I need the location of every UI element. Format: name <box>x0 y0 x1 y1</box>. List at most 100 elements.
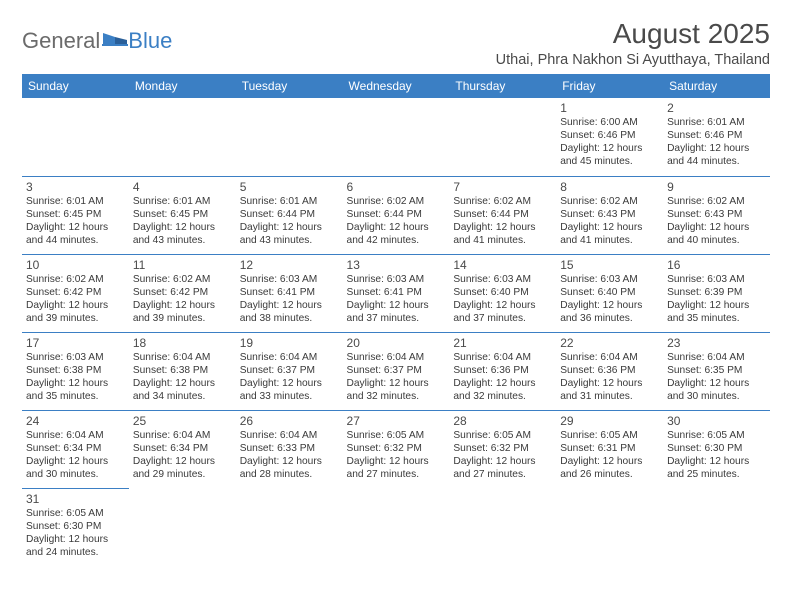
day-info: Sunrise: 6:04 AMSunset: 6:34 PMDaylight:… <box>26 429 125 481</box>
day-number: 3 <box>26 180 125 194</box>
day-number: 13 <box>347 258 446 272</box>
calendar-cell: 21Sunrise: 6:04 AMSunset: 6:36 PMDayligh… <box>449 332 556 410</box>
day-info: Sunrise: 6:01 AMSunset: 6:44 PMDaylight:… <box>240 195 339 247</box>
day-info: Sunrise: 6:01 AMSunset: 6:45 PMDaylight:… <box>26 195 125 247</box>
calendar-cell: 11Sunrise: 6:02 AMSunset: 6:42 PMDayligh… <box>129 254 236 332</box>
calendar-cell: 12Sunrise: 6:03 AMSunset: 6:41 PMDayligh… <box>236 254 343 332</box>
calendar-cell: 5Sunrise: 6:01 AMSunset: 6:44 PMDaylight… <box>236 176 343 254</box>
day-number: 8 <box>560 180 659 194</box>
day-info: Sunrise: 6:01 AMSunset: 6:46 PMDaylight:… <box>667 116 766 168</box>
calendar-cell: 4Sunrise: 6:01 AMSunset: 6:45 PMDaylight… <box>129 176 236 254</box>
day-info: Sunrise: 6:01 AMSunset: 6:45 PMDaylight:… <box>133 195 232 247</box>
day-number: 2 <box>667 101 766 115</box>
calendar-cell: 13Sunrise: 6:03 AMSunset: 6:41 PMDayligh… <box>343 254 450 332</box>
day-number: 6 <box>347 180 446 194</box>
calendar-cell: 10Sunrise: 6:02 AMSunset: 6:42 PMDayligh… <box>22 254 129 332</box>
calendar-cell: 7Sunrise: 6:02 AMSunset: 6:44 PMDaylight… <box>449 176 556 254</box>
calendar-cell: 27Sunrise: 6:05 AMSunset: 6:32 PMDayligh… <box>343 410 450 488</box>
day-info: Sunrise: 6:04 AMSunset: 6:36 PMDaylight:… <box>453 351 552 403</box>
calendar-cell: 8Sunrise: 6:02 AMSunset: 6:43 PMDaylight… <box>556 176 663 254</box>
calendar-cell: 29Sunrise: 6:05 AMSunset: 6:31 PMDayligh… <box>556 410 663 488</box>
weekday-header: Wednesday <box>343 74 450 98</box>
brand-part1: General <box>22 28 100 54</box>
day-info: Sunrise: 6:04 AMSunset: 6:37 PMDaylight:… <box>240 351 339 403</box>
weekday-header: Thursday <box>449 74 556 98</box>
day-number: 23 <box>667 336 766 350</box>
calendar-cell <box>129 488 236 566</box>
day-number: 21 <box>453 336 552 350</box>
weekday-header: Friday <box>556 74 663 98</box>
day-number: 1 <box>560 101 659 115</box>
day-info: Sunrise: 6:02 AMSunset: 6:42 PMDaylight:… <box>26 273 125 325</box>
day-number: 31 <box>26 492 125 506</box>
day-number: 12 <box>240 258 339 272</box>
day-info: Sunrise: 6:04 AMSunset: 6:38 PMDaylight:… <box>133 351 232 403</box>
calendar-row: 24Sunrise: 6:04 AMSunset: 6:34 PMDayligh… <box>22 410 770 488</box>
day-number: 20 <box>347 336 446 350</box>
calendar-cell: 1Sunrise: 6:00 AMSunset: 6:46 PMDaylight… <box>556 98 663 176</box>
day-number: 7 <box>453 180 552 194</box>
day-info: Sunrise: 6:02 AMSunset: 6:42 PMDaylight:… <box>133 273 232 325</box>
day-number: 30 <box>667 414 766 428</box>
calendar-row: 1Sunrise: 6:00 AMSunset: 6:46 PMDaylight… <box>22 98 770 176</box>
day-number: 11 <box>133 258 232 272</box>
calendar-cell: 18Sunrise: 6:04 AMSunset: 6:38 PMDayligh… <box>129 332 236 410</box>
calendar-table: SundayMondayTuesdayWednesdayThursdayFrid… <box>22 74 770 566</box>
day-info: Sunrise: 6:03 AMSunset: 6:41 PMDaylight:… <box>240 273 339 325</box>
day-info: Sunrise: 6:05 AMSunset: 6:31 PMDaylight:… <box>560 429 659 481</box>
calendar-row: 17Sunrise: 6:03 AMSunset: 6:38 PMDayligh… <box>22 332 770 410</box>
brand-logo: General Blue <box>22 18 172 54</box>
day-info: Sunrise: 6:02 AMSunset: 6:43 PMDaylight:… <box>667 195 766 247</box>
weekday-header: Tuesday <box>236 74 343 98</box>
day-number: 28 <box>453 414 552 428</box>
flag-icon <box>102 31 128 52</box>
day-number: 14 <box>453 258 552 272</box>
day-info: Sunrise: 6:03 AMSunset: 6:41 PMDaylight:… <box>347 273 446 325</box>
calendar-row: 31Sunrise: 6:05 AMSunset: 6:30 PMDayligh… <box>22 488 770 566</box>
page-title: August 2025 <box>496 18 770 50</box>
calendar-cell: 2Sunrise: 6:01 AMSunset: 6:46 PMDaylight… <box>663 98 770 176</box>
header: General Blue August 2025 Uthai, Phra Nak… <box>22 18 770 68</box>
calendar-cell: 26Sunrise: 6:04 AMSunset: 6:33 PMDayligh… <box>236 410 343 488</box>
calendar-cell: 19Sunrise: 6:04 AMSunset: 6:37 PMDayligh… <box>236 332 343 410</box>
day-info: Sunrise: 6:02 AMSunset: 6:44 PMDaylight:… <box>453 195 552 247</box>
calendar-cell <box>343 98 450 176</box>
day-info: Sunrise: 6:05 AMSunset: 6:32 PMDaylight:… <box>453 429 552 481</box>
day-info: Sunrise: 6:04 AMSunset: 6:35 PMDaylight:… <box>667 351 766 403</box>
day-number: 24 <box>26 414 125 428</box>
weekday-header: Sunday <box>22 74 129 98</box>
calendar-cell: 25Sunrise: 6:04 AMSunset: 6:34 PMDayligh… <box>129 410 236 488</box>
day-number: 5 <box>240 180 339 194</box>
calendar-cell <box>236 488 343 566</box>
calendar-cell <box>129 98 236 176</box>
day-number: 16 <box>667 258 766 272</box>
day-info: Sunrise: 6:03 AMSunset: 6:40 PMDaylight:… <box>453 273 552 325</box>
calendar-body: 1Sunrise: 6:00 AMSunset: 6:46 PMDaylight… <box>22 98 770 566</box>
weekday-header: Monday <box>129 74 236 98</box>
day-number: 10 <box>26 258 125 272</box>
day-info: Sunrise: 6:03 AMSunset: 6:39 PMDaylight:… <box>667 273 766 325</box>
day-info: Sunrise: 6:00 AMSunset: 6:46 PMDaylight:… <box>560 116 659 168</box>
day-number: 9 <box>667 180 766 194</box>
day-number: 17 <box>26 336 125 350</box>
day-info: Sunrise: 6:04 AMSunset: 6:33 PMDaylight:… <box>240 429 339 481</box>
day-info: Sunrise: 6:05 AMSunset: 6:30 PMDaylight:… <box>26 507 125 559</box>
location-text: Uthai, Phra Nakhon Si Ayutthaya, Thailan… <box>496 52 770 68</box>
calendar-header-row: SundayMondayTuesdayWednesdayThursdayFrid… <box>22 74 770 98</box>
calendar-row: 3Sunrise: 6:01 AMSunset: 6:45 PMDaylight… <box>22 176 770 254</box>
day-number: 15 <box>560 258 659 272</box>
day-info: Sunrise: 6:03 AMSunset: 6:40 PMDaylight:… <box>560 273 659 325</box>
title-block: August 2025 Uthai, Phra Nakhon Si Ayutth… <box>496 18 770 68</box>
day-number: 4 <box>133 180 232 194</box>
calendar-cell: 24Sunrise: 6:04 AMSunset: 6:34 PMDayligh… <box>22 410 129 488</box>
day-number: 25 <box>133 414 232 428</box>
day-number: 19 <box>240 336 339 350</box>
day-info: Sunrise: 6:05 AMSunset: 6:30 PMDaylight:… <box>667 429 766 481</box>
calendar-cell: 22Sunrise: 6:04 AMSunset: 6:36 PMDayligh… <box>556 332 663 410</box>
calendar-cell: 9Sunrise: 6:02 AMSunset: 6:43 PMDaylight… <box>663 176 770 254</box>
day-info: Sunrise: 6:03 AMSunset: 6:38 PMDaylight:… <box>26 351 125 403</box>
weekday-header: Saturday <box>663 74 770 98</box>
day-number: 27 <box>347 414 446 428</box>
calendar-cell: 6Sunrise: 6:02 AMSunset: 6:44 PMDaylight… <box>343 176 450 254</box>
day-info: Sunrise: 6:04 AMSunset: 6:34 PMDaylight:… <box>133 429 232 481</box>
